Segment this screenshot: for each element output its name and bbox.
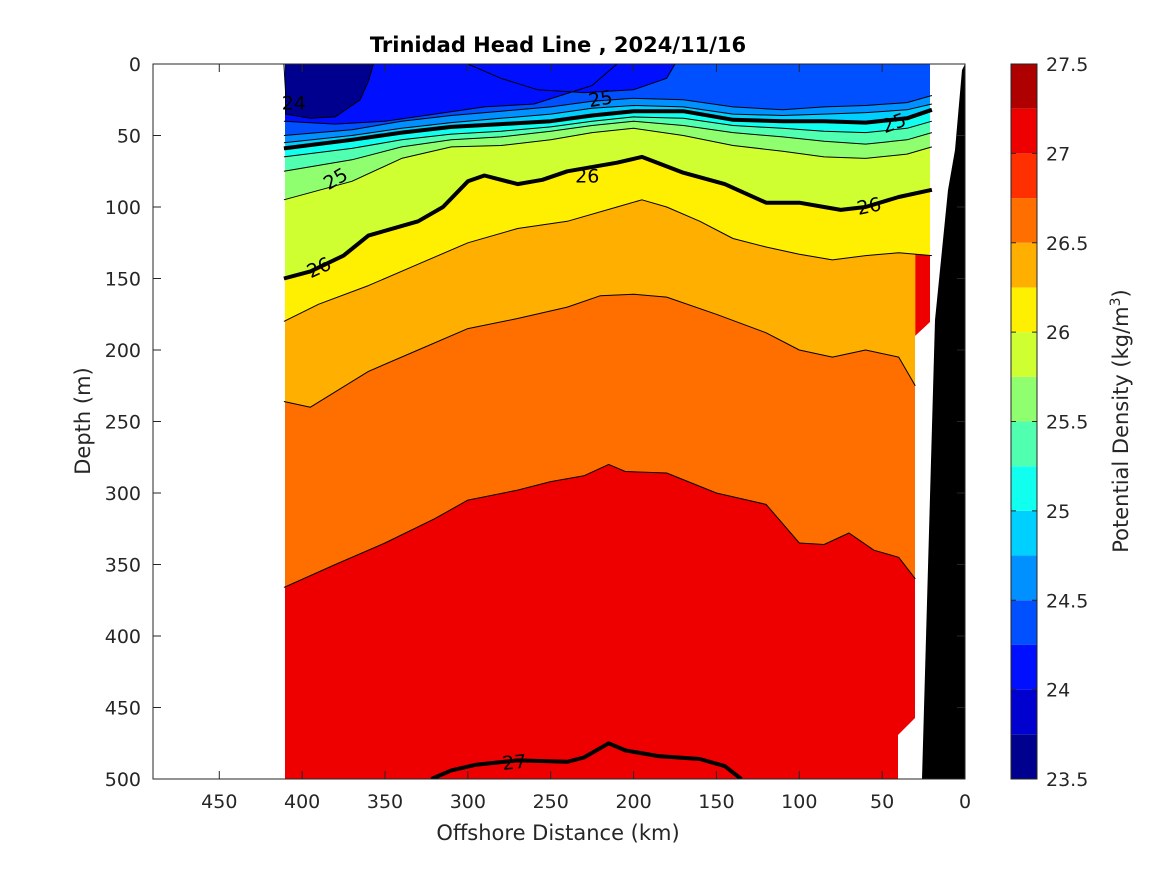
- colorbar-tick-label: 27: [1046, 143, 1070, 165]
- colorbar-swatch: [1011, 644, 1037, 690]
- colorbar-swatch: [1011, 376, 1037, 422]
- y-tick-label: 100: [105, 197, 141, 219]
- x-tick-label: 300: [450, 791, 486, 813]
- x-tick-label: 250: [533, 791, 569, 813]
- colorbar-tick-label: 24.5: [1046, 590, 1088, 612]
- bathymetry-seafloor: [922, 64, 965, 779]
- colorbar-label: Potential Density (kg/m3): [1108, 289, 1133, 553]
- colorbar-swatch: [1011, 332, 1037, 377]
- contour-line-26.5: [283, 293, 916, 408]
- colorbar-swatch: [1011, 510, 1037, 556]
- colorbar-swatch: [1011, 242, 1037, 288]
- contour-line-25.5: [283, 120, 933, 172]
- contour-label: 26: [575, 166, 599, 188]
- y-tick-label: 400: [105, 626, 141, 648]
- contour-label: 27: [501, 751, 527, 775]
- contour-label: 26: [855, 193, 883, 220]
- y-tick-label: 150: [105, 269, 141, 291]
- contour-line-26: [283, 154, 933, 281]
- x-tick-label: 400: [284, 791, 320, 813]
- contour-line-23.75: [283, 64, 374, 119]
- colorbar-tick-label: 25.5: [1046, 412, 1088, 434]
- no-data-region: [153, 64, 285, 779]
- colorbar-swatch: [1011, 287, 1037, 333]
- chart-title: Trinidad Head Line , 2024/11/16: [370, 33, 746, 57]
- y-tick-label: 200: [105, 340, 141, 362]
- colorbar-tick-label: 27.5: [1046, 54, 1088, 76]
- colorbar-tick-label: 26.5: [1046, 233, 1088, 255]
- contour-label: 25: [587, 86, 615, 112]
- y-axis-ticks: 0 50 100 150 200 250 300 350 400 450 500: [105, 54, 965, 791]
- density-band-27: [431, 743, 742, 779]
- data-masks: [153, 64, 965, 779]
- colorbar-tick-label: 25: [1046, 501, 1070, 523]
- colorbar-swatch: [1011, 198, 1037, 243]
- colorbar-swatch: [1011, 555, 1037, 601]
- contour-line-24.75: [283, 103, 933, 144]
- y-tick-label: 450: [105, 698, 141, 720]
- colorbar-swatch: [1011, 108, 1037, 154]
- x-tick-label: 100: [781, 791, 817, 813]
- colorbar-tick-label: 24: [1046, 680, 1070, 702]
- density-band-23.75: [283, 64, 374, 119]
- x-tick-label: 150: [698, 791, 734, 813]
- x-axis-ticks: 450 400 350 300 250 200 150 100 50 0: [201, 64, 971, 813]
- colorbar-swatch: [1011, 600, 1037, 645]
- contour-label: 24: [282, 93, 306, 115]
- y-tick-label: 50: [117, 126, 141, 148]
- colorbar-tick-label: 23.5: [1046, 769, 1088, 791]
- colorbar-swatch: [1011, 421, 1037, 467]
- colorbar-swatch: [1011, 734, 1037, 779]
- colorbar-swatch: [1011, 466, 1037, 511]
- y-axis-label: Depth (m): [71, 367, 95, 474]
- contour-line-24.25: [283, 64, 618, 125]
- contour-line-27: [430, 741, 743, 779]
- colorbar-swatch: [1011, 153, 1037, 199]
- x-tick-label: 50: [870, 791, 894, 813]
- contour-lines: [283, 64, 933, 779]
- colorbar: 23.5 24 24.5 25 25.5 26 26.5 27 27.5: [1010, 54, 1088, 791]
- x-axis-label: Offshore Distance (km): [436, 821, 679, 845]
- x-tick-label: 350: [367, 791, 403, 813]
- contour-line-26.75: [283, 463, 916, 588]
- colorbar-tick-label: 26: [1046, 322, 1070, 344]
- y-tick-label: 350: [105, 555, 141, 577]
- y-tick-label: 0: [129, 54, 141, 76]
- y-tick-label: 500: [105, 769, 141, 791]
- y-tick-label: 250: [105, 412, 141, 434]
- y-tick-label: 300: [105, 483, 141, 505]
- colorbar-swatch: [1011, 689, 1037, 735]
- contour-line-25: [283, 107, 933, 151]
- contour-line-25.75: [283, 127, 933, 201]
- density-fill-bands: [282, 64, 965, 779]
- contour-line-26.25: [283, 199, 932, 322]
- x-tick-label: 0: [959, 791, 971, 813]
- contour-line-24.25: [467, 64, 676, 94]
- contour-line-25.25: [283, 116, 933, 158]
- x-tick-label: 200: [615, 791, 651, 813]
- colorbar-swatch: [1011, 64, 1037, 109]
- x-tick-label: 450: [201, 791, 237, 813]
- contour-line-24.5: [283, 95, 933, 136]
